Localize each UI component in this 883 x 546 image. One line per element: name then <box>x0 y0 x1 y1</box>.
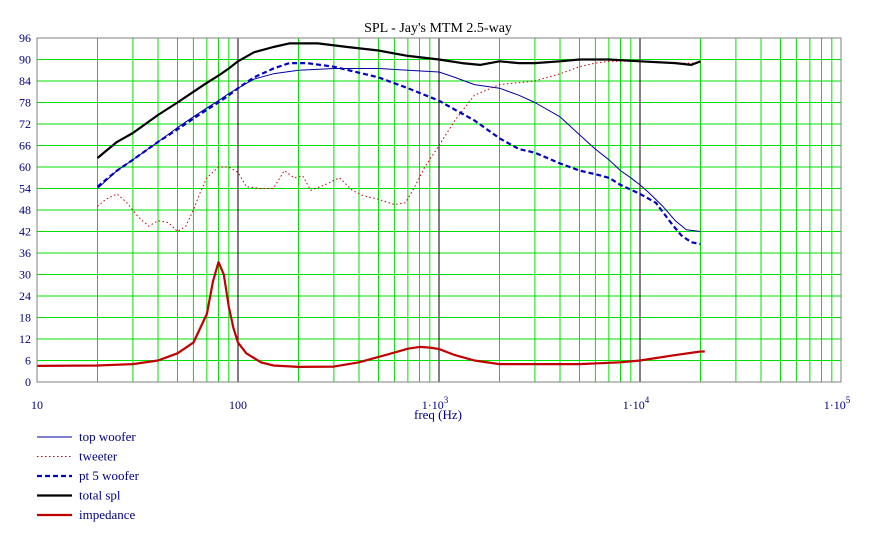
x-tick-label: 100 <box>229 398 247 412</box>
y-tick-label: 66 <box>19 139 31 153</box>
x-tick-label: 10 <box>31 398 43 412</box>
plot-frame <box>36 37 842 383</box>
y-tick-label: 84 <box>19 74 31 88</box>
axis-labels: 0 6 12 18 24 30 36 42 48 54 60 66 72 78 84 90 96 10 100 1·1… <box>19 31 851 412</box>
chart-title: SPL - Jay's MTM 2.5-way <box>364 21 512 36</box>
series-line-top-woofer <box>97 68 701 232</box>
y-tick-label: 12 <box>19 332 31 346</box>
y-tick-label: 54 <box>19 182 31 196</box>
series-line-tweeter <box>97 60 701 232</box>
y-tick-label: 18 <box>19 311 31 325</box>
y-tick-label: 78 <box>19 96 31 110</box>
y-tick-label: 36 <box>19 246 31 260</box>
y-tick-label: 24 <box>19 289 31 303</box>
legend-label: impedance <box>79 507 136 522</box>
y-tick-label: 90 <box>19 53 31 67</box>
y-tick-label: 30 <box>19 268 31 282</box>
x-tick-label: 1·104 <box>623 395 650 412</box>
plot-curves <box>36 42 705 368</box>
legend-label: total spl <box>79 488 121 503</box>
y-tick-label: 96 <box>19 31 31 45</box>
legend-label: top woofer <box>79 429 136 444</box>
x-tick-label: 1·103 <box>422 395 449 412</box>
series-line-total-spl <box>96 42 701 159</box>
y-tick-label: 60 <box>19 160 31 174</box>
series-line-pt-5-woofer <box>96 62 701 246</box>
y-tick-label: 48 <box>19 203 31 217</box>
grid <box>36 37 841 383</box>
y-tick-label: 42 <box>19 225 31 239</box>
legend-label: pt 5 woofer <box>79 468 140 483</box>
y-tick-label: 6 <box>25 354 31 368</box>
x-tick-label: 1·105 <box>824 395 851 412</box>
y-tick-label: 0 <box>25 375 31 389</box>
legend-label: tweeter <box>79 449 118 464</box>
legend: top woofer tweeter pt 5 woofer total spl imp… <box>37 429 140 522</box>
x-axis-label: freq (Hz) <box>414 407 462 422</box>
series-line-impedance <box>36 260 705 368</box>
y-tick-label: 72 <box>19 117 31 131</box>
